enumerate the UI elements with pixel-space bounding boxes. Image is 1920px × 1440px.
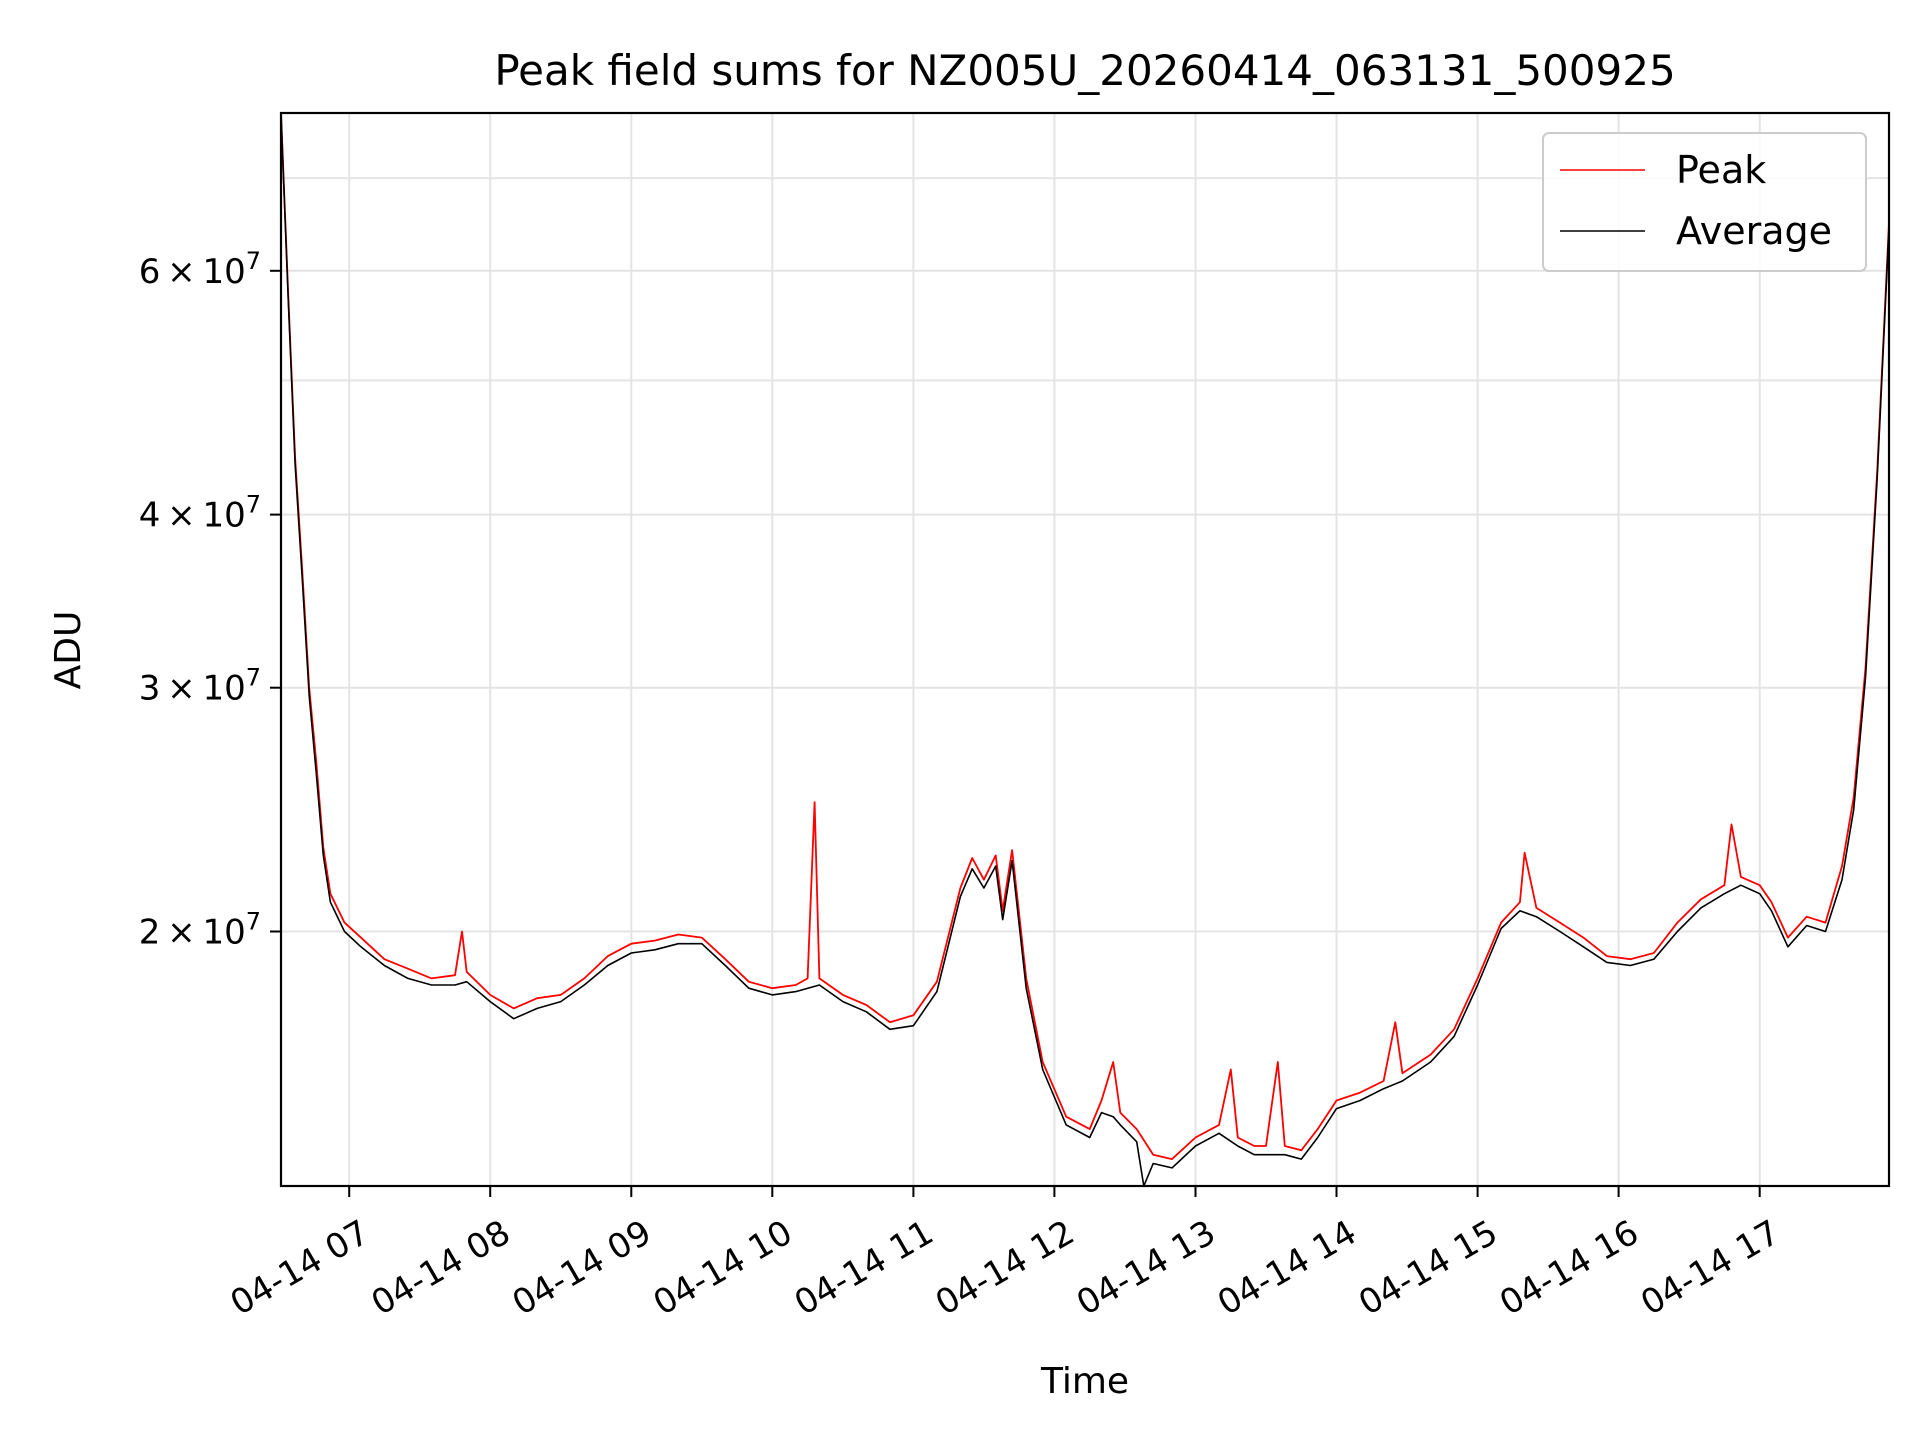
chart-title: Peak field sums for NZ005U_20260414_0631… [494,46,1675,95]
y-tick-label-2: 4 × 107 [139,491,261,536]
x-axis-label: Time [1040,1361,1129,1402]
plot-frame [279,111,1891,1188]
y-tick-label-1: 3 × 107 [139,664,261,709]
y-axis-ticks: 2 × 107 3 × 107 4 × 107 6 × 107 [139,247,281,953]
grid-layer [281,113,1889,1186]
y-axis-label: ADU [48,611,89,690]
legend-box [1542,132,1867,272]
legend-label-peak: Peak [1676,148,1766,192]
series-line-average [281,113,1889,1186]
series-line-peak [281,113,1889,1160]
series-layer [281,113,1889,1186]
y-tick-label-0: 2 × 107 [139,908,261,953]
legend-label-average: Average [1676,209,1832,253]
y-tick-label-3: 6 × 107 [139,247,261,292]
legend: Peak Average [1542,132,1867,272]
